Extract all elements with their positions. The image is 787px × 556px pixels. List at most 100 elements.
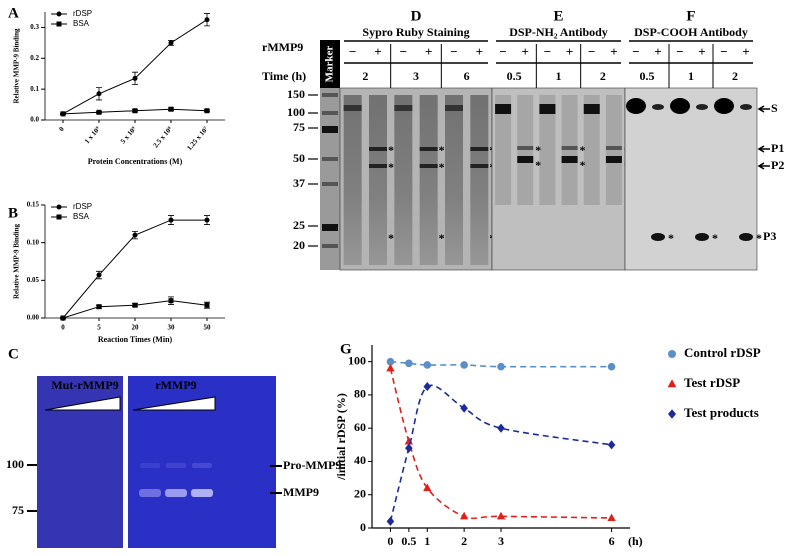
- series-line: [390, 360, 612, 368]
- time-label: 6: [464, 69, 470, 83]
- asterisk: *: [668, 231, 674, 245]
- time-label: 1: [556, 69, 562, 83]
- band: [539, 104, 556, 114]
- panel-label: F: [686, 8, 695, 24]
- marker: [204, 17, 210, 23]
- marker: [668, 409, 676, 419]
- x-tick-label: 20: [132, 324, 140, 332]
- x-tick-label: 2.5 x 10⁸: [152, 125, 174, 149]
- marker: [168, 217, 174, 223]
- band: [369, 164, 387, 168]
- x-tick-label: 1 x 10⁹: [83, 125, 102, 145]
- band: [583, 104, 600, 114]
- marker: [386, 363, 395, 372]
- band: [191, 489, 213, 497]
- marker: [386, 357, 395, 366]
- y-tick-label: 80: [354, 387, 366, 401]
- marker: [460, 361, 468, 369]
- legend-label: rDSP: [73, 9, 92, 18]
- band: [192, 463, 212, 468]
- x-tick-label: 30: [168, 324, 176, 332]
- marker: [405, 443, 413, 453]
- mw-label: 37: [293, 176, 305, 190]
- mw-label: 75: [293, 120, 305, 134]
- band: [605, 146, 622, 150]
- product-label: P3: [763, 229, 776, 243]
- band: [696, 104, 708, 110]
- band: [561, 146, 578, 150]
- sign-label: −: [349, 44, 356, 59]
- y-axis-label: Relative MMP-9 Binding: [13, 28, 21, 104]
- sign-label: −: [400, 44, 407, 59]
- product-arrow: [757, 145, 770, 153]
- y-tick-label: 60: [354, 420, 366, 434]
- asterisk: *: [535, 143, 541, 157]
- band: [517, 156, 534, 163]
- marker: [607, 440, 616, 450]
- gel: [491, 87, 626, 271]
- band: [495, 104, 512, 114]
- sign-label: +: [425, 44, 432, 59]
- x-tick-label: 1: [424, 534, 430, 548]
- sign-label: −: [499, 44, 506, 59]
- time-label: 0.5: [507, 69, 522, 83]
- y-tick-label: 20: [354, 486, 366, 500]
- marker: [668, 350, 676, 358]
- panel-label: G: [340, 341, 352, 357]
- mw-label: 50: [293, 151, 305, 165]
- product-label: P2: [771, 158, 784, 172]
- marker: [423, 382, 432, 392]
- wedge: [132, 396, 216, 411]
- mw-label: 100: [6, 457, 24, 471]
- panel-title: DSP-COOH Antibody: [634, 25, 748, 39]
- y-tick-label: 100: [348, 353, 366, 367]
- x-axis-label: Reaction Times (Min): [98, 335, 173, 344]
- band: [165, 489, 187, 497]
- x-tick-label: 0: [61, 324, 65, 332]
- marker: [96, 272, 102, 278]
- legend-label: Control rDSP: [684, 345, 761, 360]
- marker: [132, 75, 138, 81]
- band: [740, 104, 752, 110]
- lane-smear: [394, 95, 413, 265]
- sign-label: +: [698, 44, 705, 59]
- time-label: 2: [600, 69, 606, 83]
- sign-label: −: [676, 44, 683, 59]
- sign-label: +: [654, 44, 661, 59]
- marker: [168, 106, 174, 112]
- x-tick-label: 50: [204, 324, 212, 332]
- time-label: 2: [732, 69, 738, 83]
- series-line: [389, 384, 612, 522]
- marker: [607, 513, 616, 522]
- time-label: 0.5: [640, 69, 655, 83]
- mw-label: 25: [293, 218, 305, 232]
- asterisk: *: [756, 231, 762, 245]
- x-tick-label: 6: [609, 534, 615, 548]
- marker: [96, 109, 102, 115]
- marker: [607, 362, 616, 371]
- marker: [132, 302, 138, 308]
- band: [445, 105, 463, 111]
- gel: [624, 87, 758, 271]
- x-tick-label: 5: [97, 324, 101, 332]
- y-tick-label: 40: [354, 453, 366, 467]
- legend-label: rDSP: [73, 202, 92, 211]
- marker: [459, 511, 469, 520]
- product-arrow: [757, 105, 770, 113]
- y-tick-label: 0.3: [30, 23, 39, 31]
- y-axis-label: /initial rDSP (%): [334, 393, 348, 481]
- band: [369, 147, 387, 151]
- lane-smear: [445, 95, 463, 265]
- marker: [96, 304, 102, 310]
- x-tick-label: 0: [57, 125, 66, 133]
- panel-title: Sypro Ruby Staining: [362, 25, 469, 39]
- marker: [132, 232, 138, 238]
- mw-label: 75: [12, 503, 24, 517]
- marker: [96, 91, 102, 97]
- marker: [423, 361, 432, 369]
- y-tick-label: 0.15: [27, 201, 40, 209]
- band: [626, 98, 646, 114]
- marker: [56, 11, 62, 17]
- x-tick-label: 0.5: [401, 534, 416, 548]
- sign-label: −: [720, 44, 727, 59]
